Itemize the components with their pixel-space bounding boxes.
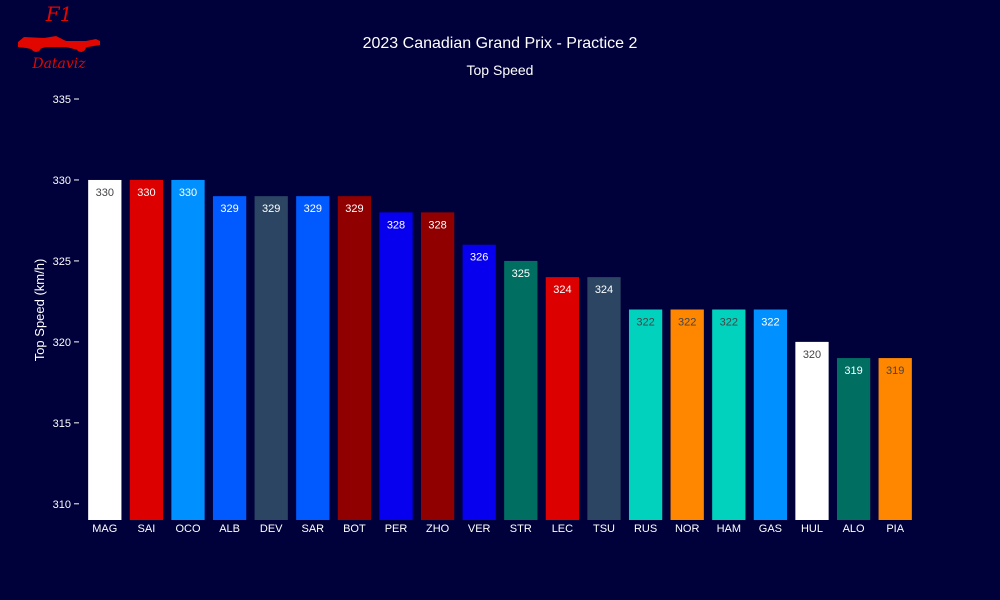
bar-per bbox=[379, 212, 413, 520]
bar-value-label: 330 bbox=[96, 187, 114, 199]
x-tick-label: LEC bbox=[552, 523, 573, 535]
x-tick-label: BOT bbox=[343, 523, 366, 535]
bar-value-label: 319 bbox=[844, 365, 862, 377]
bar-rus bbox=[628, 309, 663, 520]
x-tick-label: DEV bbox=[260, 523, 283, 535]
bar-value-label: 328 bbox=[428, 219, 446, 231]
bar-value-label: 328 bbox=[387, 219, 405, 231]
f1-dataviz-logo: F1 Dataviz bbox=[14, 2, 104, 74]
x-tick-label: TSU bbox=[593, 523, 615, 535]
bar-zho bbox=[420, 212, 455, 520]
bar-hul bbox=[795, 341, 829, 520]
bar-mag bbox=[88, 179, 122, 520]
bar-str bbox=[504, 260, 538, 520]
bar-value-label: 330 bbox=[137, 187, 155, 199]
x-tick-label: SAR bbox=[301, 523, 324, 535]
x-axis: MAG SAI OCO ALB DEV SAR BOT PER ZHO VER STR LEC TSU R… bbox=[92, 523, 904, 535]
bar-value-label: 329 bbox=[220, 203, 238, 215]
bar-value-label: 329 bbox=[262, 203, 280, 215]
bar-oco bbox=[171, 179, 205, 520]
bar-sai bbox=[129, 179, 164, 520]
bar-lec bbox=[545, 277, 580, 520]
bar-value-label: 325 bbox=[512, 268, 530, 280]
bar-dev bbox=[254, 196, 288, 520]
bar-value-label: 324 bbox=[553, 284, 571, 296]
bar-alo bbox=[836, 358, 871, 520]
bar-value-label: 322 bbox=[678, 317, 696, 329]
bar-tsu bbox=[587, 277, 621, 520]
y-axis-label: Top Speed (km/h) bbox=[32, 259, 47, 362]
bar-gas bbox=[753, 309, 788, 520]
bar-sar bbox=[296, 196, 330, 520]
y-tick-label: 330 bbox=[53, 175, 71, 187]
x-tick-label: PIA bbox=[886, 523, 904, 535]
x-tick-label: RUS bbox=[634, 523, 657, 535]
bar-ver bbox=[462, 244, 496, 520]
chart-title: 2023 Canadian Grand Prix - Practice 2 bbox=[362, 35, 638, 52]
x-tick-label: PER bbox=[385, 523, 408, 535]
y-tick-label: 310 bbox=[53, 499, 71, 511]
y-axis: 310 315 320 325 330 335 bbox=[53, 94, 79, 511]
x-tick-label: HUL bbox=[801, 523, 823, 535]
x-tick-label: VER bbox=[468, 523, 491, 535]
bar-value-label: 322 bbox=[761, 317, 779, 329]
bar-value-label: 329 bbox=[304, 203, 322, 215]
bar-value-label: 322 bbox=[720, 317, 738, 329]
x-tick-label: MAG bbox=[92, 523, 117, 535]
x-tick-label: ALO bbox=[843, 523, 865, 535]
y-tick-label: 335 bbox=[53, 94, 71, 106]
bar-value-label: 329 bbox=[345, 203, 363, 215]
logo-dataviz-text: Dataviz bbox=[32, 56, 86, 72]
x-tick-label: SAI bbox=[138, 523, 156, 535]
bar-ham bbox=[712, 309, 746, 520]
bar-value-label: 330 bbox=[179, 187, 197, 199]
bar-value-label: 319 bbox=[886, 365, 904, 377]
bar-bot bbox=[337, 196, 372, 520]
bars: 330 330 330 329 329 329 329 328 328 326 325 324 324 3… bbox=[88, 179, 912, 520]
x-tick-label: STR bbox=[510, 523, 532, 535]
bar-value-label: 322 bbox=[636, 317, 654, 329]
y-tick-label: 315 bbox=[53, 418, 71, 430]
x-tick-label: NOR bbox=[675, 523, 700, 535]
bar-value-label: 326 bbox=[470, 252, 488, 264]
x-tick-label: GAS bbox=[759, 523, 782, 535]
x-tick-label: OCO bbox=[175, 523, 201, 535]
chart-subtitle: Top Speed bbox=[466, 62, 534, 78]
logo-f1-text: F1 bbox=[45, 2, 73, 26]
x-tick-label: ALB bbox=[219, 523, 240, 535]
x-tick-label: ZHO bbox=[426, 523, 450, 535]
f1-car-icon bbox=[18, 36, 100, 52]
bar-pia bbox=[878, 358, 912, 520]
y-tick-label: 320 bbox=[53, 337, 71, 349]
bar-alb bbox=[212, 196, 247, 520]
bar-nor bbox=[670, 309, 704, 520]
x-tick-label: HAM bbox=[717, 523, 741, 535]
bar-value-label: 324 bbox=[595, 284, 613, 296]
y-tick-label: 325 bbox=[53, 256, 71, 268]
bar-value-label: 320 bbox=[803, 349, 821, 361]
